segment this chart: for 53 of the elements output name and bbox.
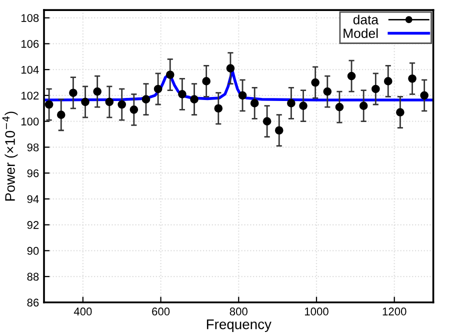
point <box>347 72 356 80</box>
x-tick-label: 400 <box>74 308 92 316</box>
point <box>190 95 198 104</box>
point <box>420 91 428 100</box>
point <box>118 100 126 109</box>
y-tick-label: 102 <box>21 92 39 100</box>
y-tick-label: 94 <box>27 195 39 204</box>
point <box>299 102 308 110</box>
point <box>396 108 404 116</box>
point <box>384 77 392 86</box>
point <box>238 91 247 100</box>
x-tick-label: 1200 <box>382 308 406 316</box>
point <box>202 77 210 86</box>
y-tick-label: 100 <box>21 118 39 126</box>
y-tick-label: 104 <box>21 66 39 74</box>
x-axis-title: Frequency <box>206 320 272 332</box>
point <box>323 87 332 96</box>
point <box>130 106 138 114</box>
point <box>250 99 259 108</box>
point <box>311 78 320 87</box>
point <box>93 87 102 96</box>
y-tick-label: 90 <box>27 246 39 255</box>
y-tick-label: 86 <box>27 298 39 307</box>
point <box>226 64 235 72</box>
y-tick-label: 98 <box>27 143 39 152</box>
legend-label: data <box>353 14 379 24</box>
point <box>262 117 272 126</box>
x-tick-label: 1000 <box>304 308 328 316</box>
point <box>372 84 380 94</box>
point <box>166 70 174 79</box>
point <box>81 98 90 106</box>
x-tick-label: 600 <box>152 308 170 316</box>
point <box>335 102 344 112</box>
y-tick-label: 96 <box>27 169 39 178</box>
point <box>274 126 284 135</box>
x-tick-label: 800 <box>230 308 248 316</box>
point <box>287 99 296 108</box>
legend-label: Model <box>344 28 378 38</box>
y-tick-label: 88 <box>27 272 39 281</box>
point <box>142 95 150 104</box>
point <box>105 98 114 106</box>
y-tick-label: 92 <box>27 221 39 229</box>
point <box>408 74 416 83</box>
y-tick-label: 108 <box>21 14 39 22</box>
y-tick-label: 106 <box>21 40 39 48</box>
y-axis-title: Power (×10$^{−4}$) <box>2 112 18 201</box>
point <box>44 100 54 109</box>
point <box>154 84 162 94</box>
point <box>56 110 66 120</box>
point <box>178 90 186 98</box>
point <box>69 88 78 98</box>
point <box>359 102 368 110</box>
point <box>214 104 223 113</box>
